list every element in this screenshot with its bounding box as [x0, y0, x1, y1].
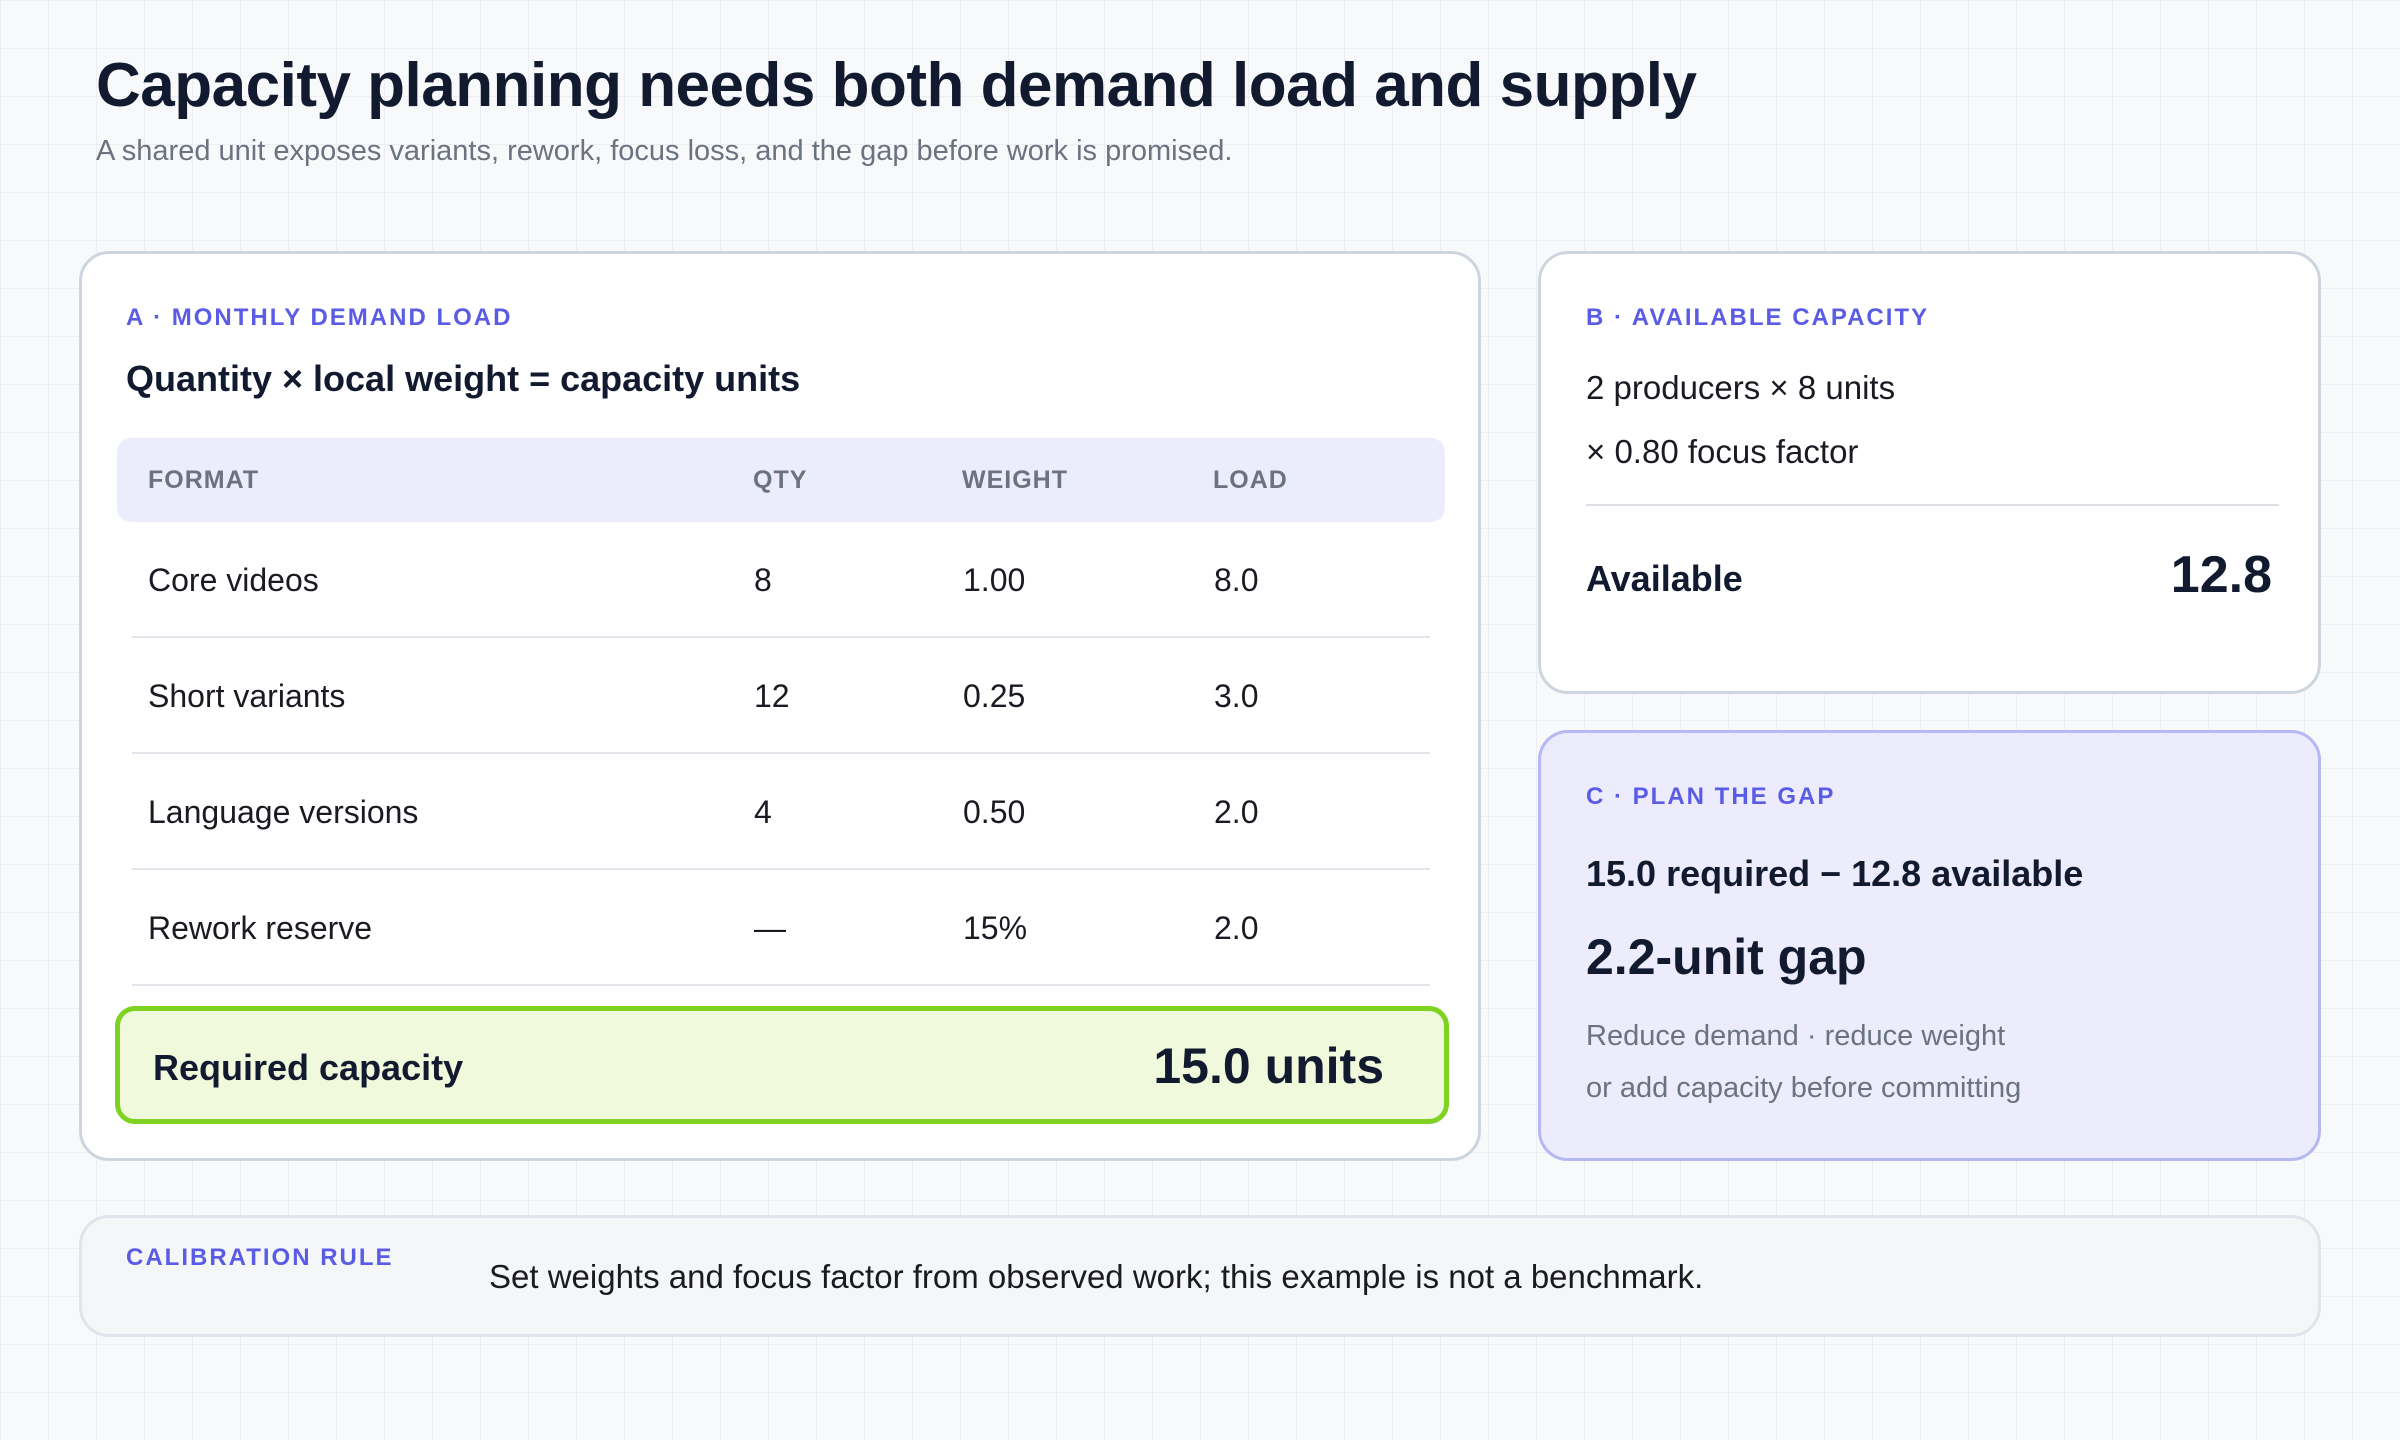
demand-load-card: A · MONTHLY DEMAND LOAD Quantity × local… — [79, 251, 1481, 1161]
demand-eyebrow: A · MONTHLY DEMAND LOAD — [126, 304, 513, 331]
gap-hint-line-1: Reduce demand · reduce weight — [1586, 1020, 2006, 1052]
row-format: Language versions — [148, 794, 419, 830]
column-header-qty: QTY — [753, 466, 808, 494]
row-format: Rework reserve — [148, 910, 373, 946]
row-qty: 8 — [754, 562, 772, 598]
row-load: 2.0 — [1214, 794, 1259, 830]
row-weight: 0.50 — [963, 794, 1026, 830]
capacity-focus-line: × 0.80 focus factor — [1586, 433, 1859, 470]
row-qty: 12 — [754, 678, 790, 714]
gap-hint-line-2: or add capacity before committing — [1586, 1072, 2022, 1104]
plan-gap-card: C · PLAN THE GAP 15.0 required − 12.8 av… — [1538, 730, 2321, 1161]
row-format: Short variants — [148, 678, 346, 714]
gap-eyebrow: C · PLAN THE GAP — [1586, 783, 1836, 810]
row-format: Core videos — [148, 562, 319, 598]
required-capacity-label: Required capacity — [153, 1047, 464, 1088]
row-qty: — — [754, 910, 786, 946]
row-weight: 1.00 — [963, 562, 1026, 598]
column-header-load: LOAD — [1213, 466, 1288, 494]
calibration-rule-bar: CALIBRATION RULE Set weights and focus f… — [79, 1215, 2321, 1337]
row-weight: 15% — [963, 910, 1028, 946]
capacity-producers-line: 2 producers × 8 units — [1586, 369, 1896, 406]
page-subtitle: A shared unit exposes variants, rework, … — [96, 135, 1233, 167]
row-qty: 4 — [754, 794, 772, 830]
row-load: 2.0 — [1214, 910, 1259, 946]
available-capacity-card: B · AVAILABLE CAPACITY 2 producers × 8 u… — [1538, 251, 2321, 694]
page-title: Capacity planning needs both demand load… — [96, 51, 1697, 120]
column-header-format: FORMAT — [148, 466, 260, 494]
gap-equation: 15.0 required − 12.8 available — [1586, 853, 2084, 894]
capacity-eyebrow: B · AVAILABLE CAPACITY — [1586, 304, 1930, 331]
required-capacity-box: Required capacity 15.0 units — [115, 1006, 1449, 1124]
table-row: Core videos 8 1.00 8.0 — [132, 522, 1430, 638]
row-load: 8.0 — [1214, 562, 1259, 598]
column-header-weight: WEIGHT — [962, 466, 1068, 494]
capacity-divider — [1586, 504, 2279, 506]
demand-heading: Quantity × local weight = capacity units — [126, 358, 801, 399]
gap-result: 2.2-unit gap — [1586, 929, 1867, 985]
required-capacity-value: 15.0 units — [1153, 1038, 1384, 1094]
table-row: Language versions 4 0.50 2.0 — [132, 754, 1430, 870]
available-value: 12.8 — [2170, 546, 2272, 604]
table-row: Rework reserve — 15% 2.0 — [132, 870, 1430, 986]
demand-table-header: FORMAT QTY WEIGHT LOAD — [117, 438, 1445, 522]
calibration-eyebrow: CALIBRATION RULE — [126, 1244, 394, 1271]
row-weight: 0.25 — [963, 678, 1026, 714]
available-label: Available — [1586, 558, 1743, 599]
row-load: 3.0 — [1214, 678, 1259, 714]
table-row: Short variants 12 0.25 3.0 — [132, 638, 1430, 754]
calibration-text: Set weights and focus factor from observ… — [489, 1258, 1704, 1295]
